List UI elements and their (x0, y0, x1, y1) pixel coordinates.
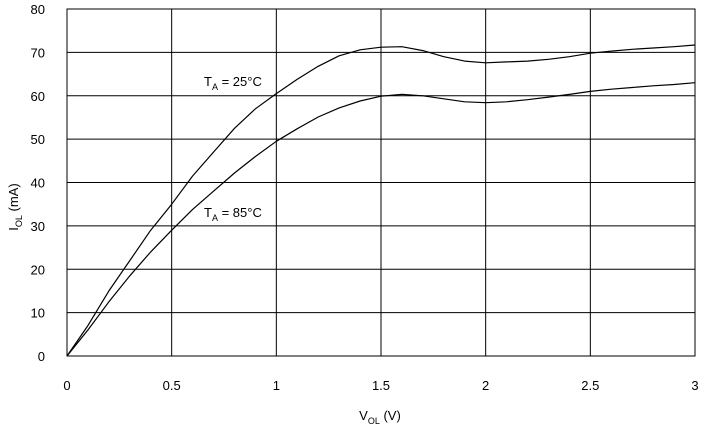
plot-frame (66, 8, 696, 357)
y-axis-label: IOL (mA) (6, 183, 24, 230)
y-tick-label: 20 (31, 262, 45, 277)
y-tick-labels: 0 10 20 30 40 50 60 70 80 (31, 2, 45, 364)
x-axis-label: VOL (V) (359, 408, 401, 426)
y-tick-label: 10 (31, 306, 45, 321)
y-tick-label: 40 (31, 176, 45, 191)
x-tick-label: 1.5 (372, 378, 390, 393)
x-tick-label: 1 (273, 378, 280, 393)
y-tick-label: 70 (31, 45, 45, 60)
x-tick-label: 3 (691, 378, 698, 393)
y-tick-label: 50 (31, 132, 45, 147)
series-line-0 (66, 44, 696, 357)
y-tick-label: 30 (31, 219, 45, 234)
y-tick-label: 0 (38, 349, 45, 364)
series-lines (66, 44, 696, 357)
x-tick-label: 0 (63, 378, 70, 393)
annotation-85c: TA = 85°C (204, 205, 262, 223)
x-tick-label: 2 (482, 378, 489, 393)
x-tick-label: 2.5 (581, 378, 599, 393)
y-tick-label: 60 (31, 89, 45, 104)
y-tick-label: 80 (31, 2, 45, 17)
series-line-1 (66, 82, 696, 357)
annotation-25c: TA = 25°C (204, 74, 262, 92)
grid (66, 8, 696, 357)
x-tick-labels: 0 0.5 1 1.5 2 2.5 3 (63, 378, 698, 393)
x-tick-label: 0.5 (163, 378, 181, 393)
